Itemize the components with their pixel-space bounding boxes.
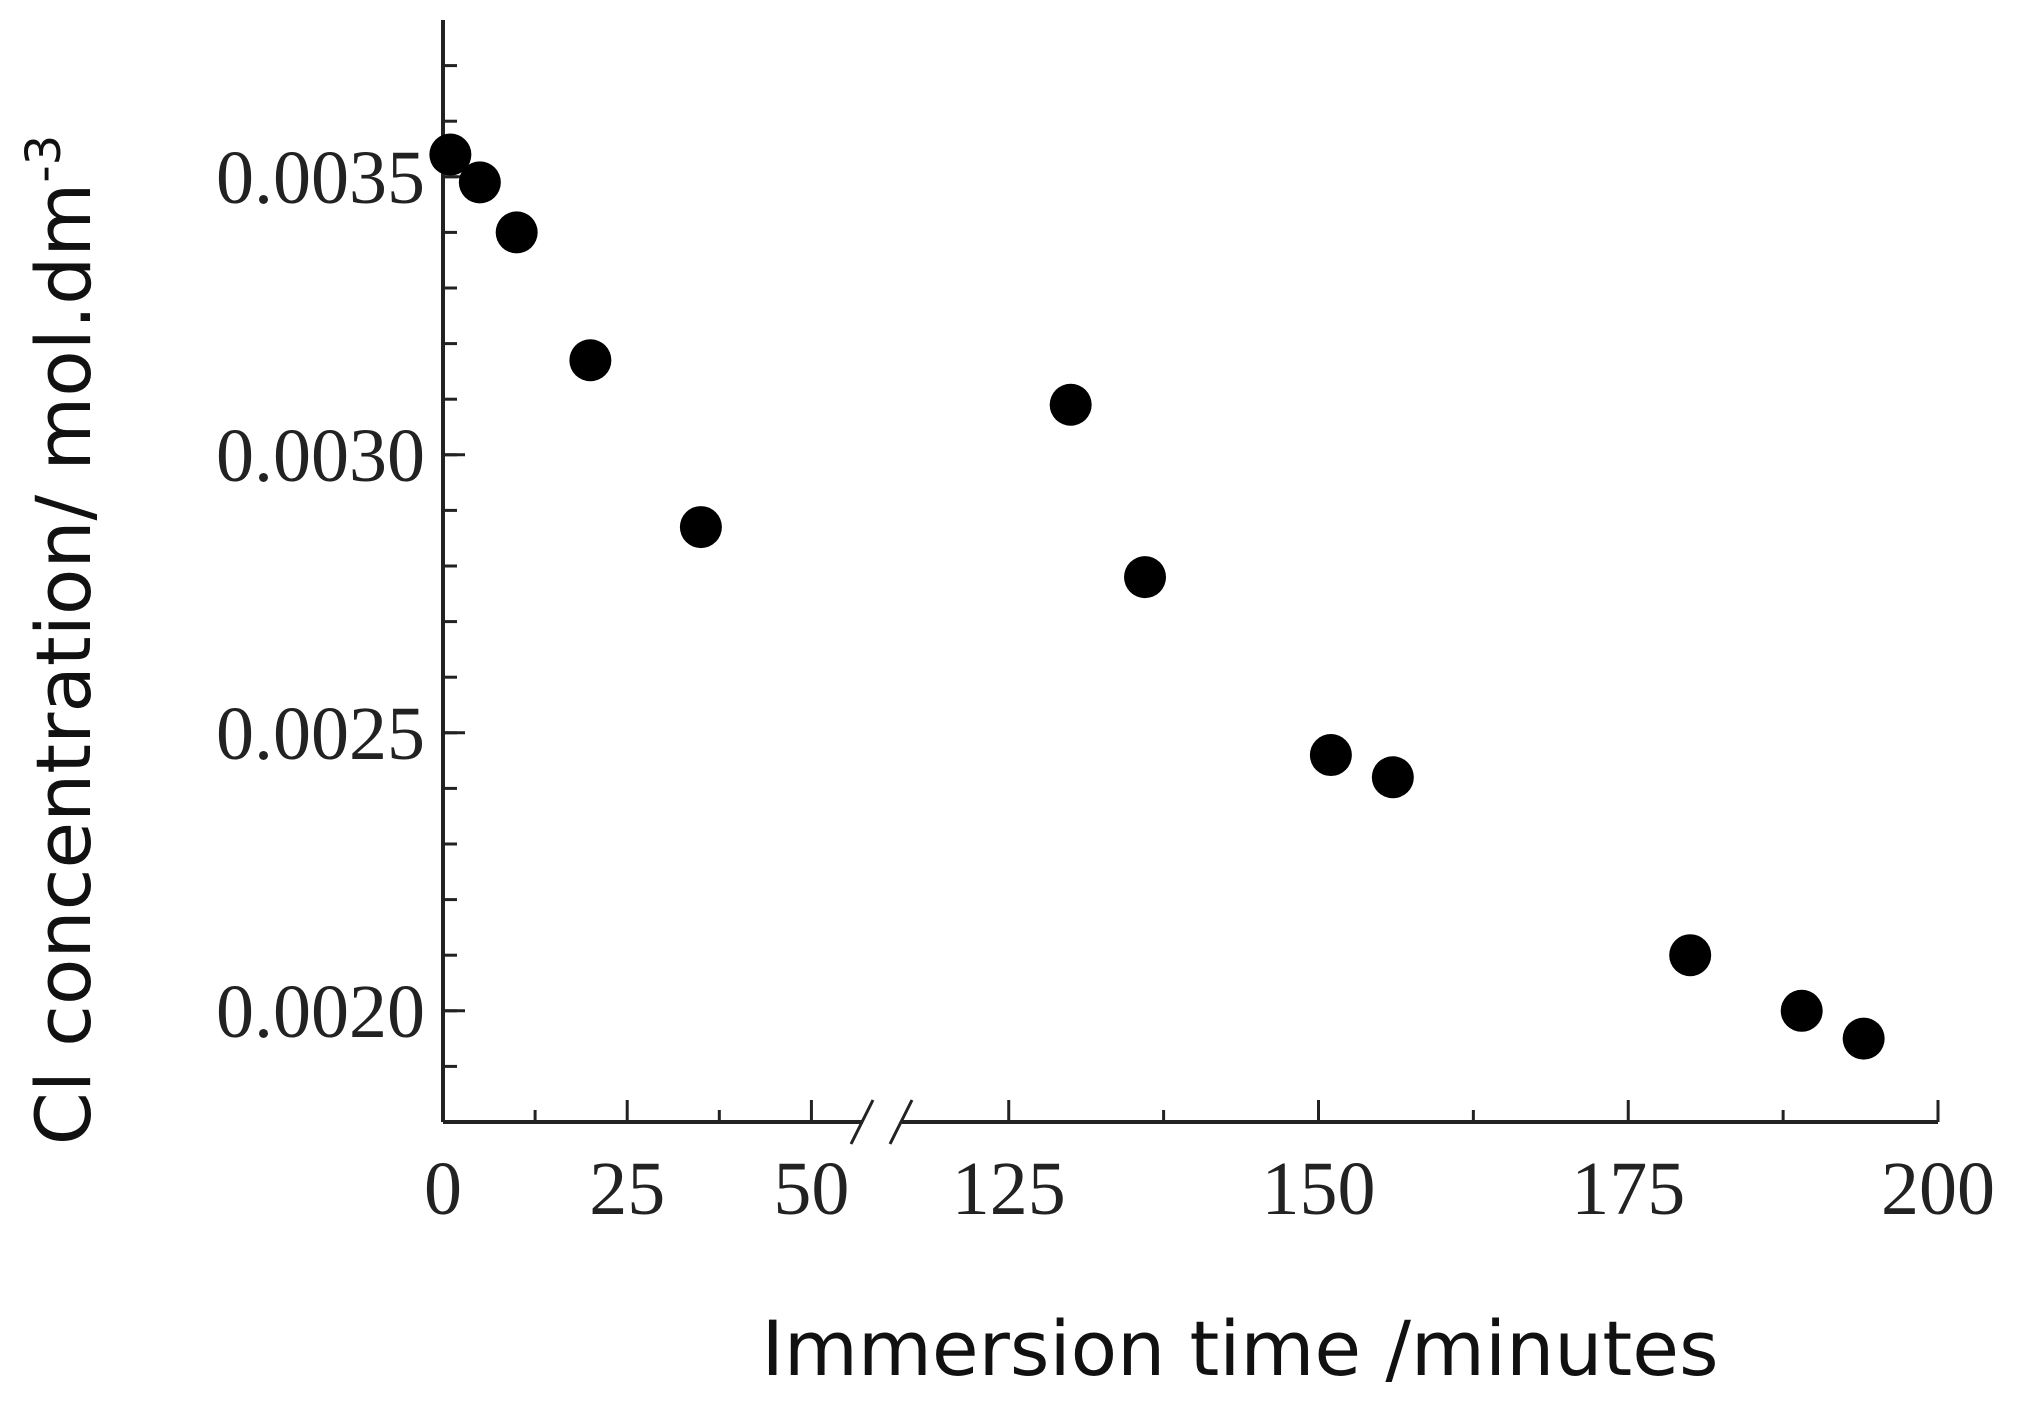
y-tick-label: 0.0030 [216, 414, 425, 498]
x-tick-label: 150 [1261, 1147, 1375, 1231]
data-point [1049, 383, 1092, 426]
x-tick-label: 175 [1571, 1147, 1685, 1231]
data-point [1669, 934, 1712, 977]
x-tick-label: 0 [424, 1147, 462, 1231]
y-axis: 0.0020 0.0025 0.0030 0.0035 [216, 20, 465, 1122]
data-point [1371, 756, 1414, 799]
x-axis-title: Immersion time /minutes [761, 1304, 1718, 1393]
data-point [1124, 556, 1167, 599]
x-axis: 0 25 50 125 150 175 200 [424, 1099, 1995, 1231]
data-point [569, 339, 612, 382]
data-point [1842, 1017, 1885, 1060]
y-axis-title: Cl concentration/ mol.dm-3 [16, 135, 108, 1145]
data-point [429, 133, 472, 176]
data-point [495, 211, 538, 254]
y-tick-label: 0.0035 [216, 136, 425, 220]
data-points [429, 133, 1885, 1060]
x-tick-label: 200 [1881, 1147, 1995, 1231]
y-axis-title-superscript: -3 [16, 135, 72, 183]
x-tick-label: 50 [773, 1147, 849, 1231]
y-axis-title-text: Cl concentration/ mol.dm [19, 183, 108, 1146]
axis-break-mark [849, 1099, 875, 1145]
y-tick-label: 0.0025 [216, 692, 425, 776]
data-point [458, 161, 501, 204]
y-tick-label: 0.0020 [216, 970, 425, 1054]
x-tick-label: 25 [589, 1147, 665, 1231]
data-point [679, 506, 722, 549]
x-tick-label: 125 [952, 1147, 1066, 1231]
axis-break-mark [888, 1099, 914, 1145]
data-point [1309, 734, 1352, 777]
data-point [1780, 989, 1823, 1032]
